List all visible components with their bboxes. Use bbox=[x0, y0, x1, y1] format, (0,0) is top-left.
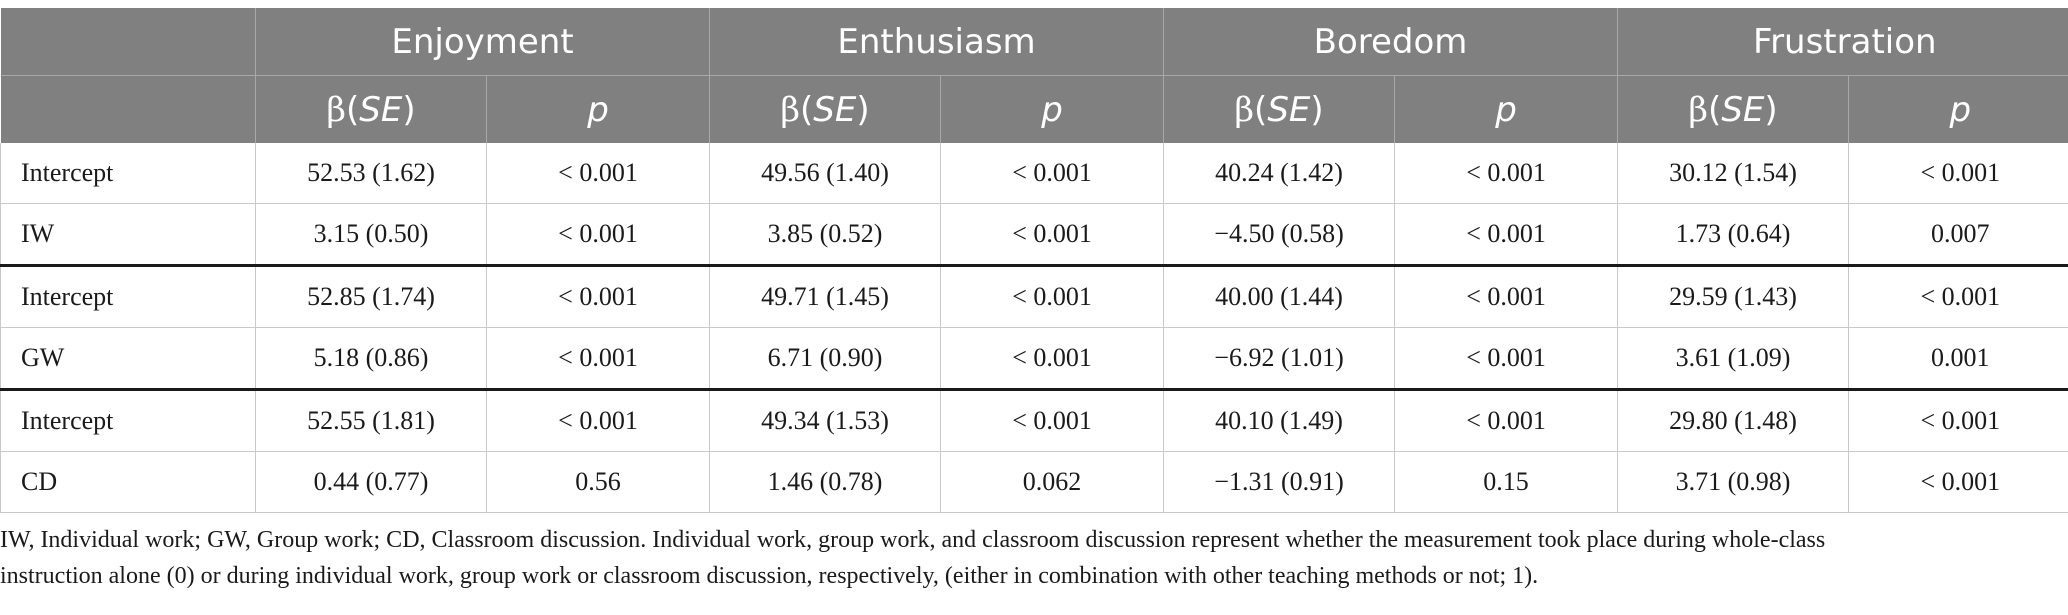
table-cell: < 0.001 bbox=[940, 203, 1164, 267]
table-cell: 3.15 (0.50) bbox=[255, 203, 487, 267]
table-cell: −1.31 (0.91) bbox=[1163, 451, 1395, 513]
p-label: p bbox=[1495, 89, 1517, 130]
table-row: CD 0.44 (0.77) 0.56 1.46 (0.78) 0.062 −1… bbox=[0, 451, 2068, 513]
beta-symbol: β bbox=[1688, 89, 1709, 130]
table-cell: 49.34 (1.53) bbox=[709, 389, 941, 452]
table-cell: < 0.001 bbox=[1848, 451, 2068, 513]
se-label: SE bbox=[813, 89, 857, 130]
table-cell: < 0.001 bbox=[940, 265, 1164, 328]
table-cell: 40.24 (1.42) bbox=[1163, 143, 1395, 204]
table-cell: < 0.001 bbox=[485, 327, 710, 391]
header-beta-se: β(SE) bbox=[255, 75, 487, 143]
table-cell: 5.18 (0.86) bbox=[255, 327, 487, 391]
row-label: CD bbox=[0, 451, 256, 513]
table-cell: −6.92 (1.01) bbox=[1163, 327, 1395, 391]
header-row-subheaders: β(SE) p β(SE) p β(SE) p β(SE) p bbox=[0, 75, 2068, 143]
header-group-frustration: Frustration bbox=[1617, 8, 2068, 76]
table-cell: 1.73 (0.64) bbox=[1617, 203, 1849, 267]
se-label: SE bbox=[359, 89, 403, 130]
table-footnote: IW, Individual work; GW, Group work; CD,… bbox=[0, 522, 2060, 594]
row-label: Intercept bbox=[0, 389, 256, 452]
table-row: Intercept 52.55 (1.81) < 0.001 49.34 (1.… bbox=[0, 389, 2068, 452]
regression-table-container: Enjoyment Enthusiasm Boredom Frustration… bbox=[0, 8, 2068, 513]
table-cell: < 0.001 bbox=[485, 389, 710, 452]
table-header: Enjoyment Enthusiasm Boredom Frustration… bbox=[0, 8, 2068, 143]
table-cell: 0.44 (0.77) bbox=[255, 451, 487, 513]
table-cell: 0.007 bbox=[1848, 203, 2068, 267]
table-cell: 29.59 (1.43) bbox=[1617, 265, 1849, 328]
footnote-line-2: instruction alone (0) or during individu… bbox=[0, 563, 1539, 589]
table-cell: 49.56 (1.40) bbox=[709, 143, 941, 204]
p-label: p bbox=[1041, 89, 1063, 130]
footnote-line-1: IW, Individual work; GW, Group work; CD,… bbox=[0, 527, 1826, 553]
se-label: SE bbox=[1267, 89, 1311, 130]
table-cell: 0.062 bbox=[940, 451, 1164, 513]
table-cell: 29.80 (1.48) bbox=[1617, 389, 1849, 452]
table-cell: 0.15 bbox=[1394, 451, 1618, 513]
table-cell: < 0.001 bbox=[1394, 389, 1618, 452]
table-cell: < 0.001 bbox=[1848, 143, 2068, 204]
table-cell: < 0.001 bbox=[1394, 203, 1618, 267]
header-p: p bbox=[1848, 75, 2068, 143]
table-cell: 1.46 (0.78) bbox=[709, 451, 941, 513]
table-row: Intercept 52.85 (1.74) < 0.001 49.71 (1.… bbox=[0, 265, 2068, 328]
p-label: p bbox=[1949, 89, 1972, 130]
se-label: SE bbox=[1721, 89, 1765, 130]
row-label: Intercept bbox=[0, 143, 256, 204]
table-row: IW 3.15 (0.50) < 0.001 3.85 (0.52) < 0.0… bbox=[0, 203, 2068, 267]
header-beta-se: β(SE) bbox=[1163, 75, 1395, 143]
table-cell: < 0.001 bbox=[485, 143, 710, 204]
table-cell: 3.85 (0.52) bbox=[709, 203, 941, 267]
table-cell: 0.56 bbox=[485, 451, 710, 513]
regression-table: Enjoyment Enthusiasm Boredom Frustration… bbox=[0, 8, 2068, 513]
table-cell: < 0.001 bbox=[940, 389, 1164, 452]
header-p: p bbox=[1394, 75, 1618, 143]
row-label: Intercept bbox=[0, 265, 256, 328]
table-cell: < 0.001 bbox=[940, 327, 1164, 391]
table-cell: 3.71 (0.98) bbox=[1617, 451, 1849, 513]
table-cell: < 0.001 bbox=[1394, 265, 1618, 328]
table-cell: 0.001 bbox=[1848, 327, 2068, 391]
table-cell: < 0.001 bbox=[940, 143, 1164, 204]
table-cell: < 0.001 bbox=[485, 203, 710, 267]
table-body: Intercept 52.53 (1.62) < 0.001 49.56 (1.… bbox=[0, 143, 2068, 513]
header-group-boredom: Boredom bbox=[1163, 8, 1618, 76]
table-cell: 52.53 (1.62) bbox=[255, 143, 487, 204]
table-cell: < 0.001 bbox=[1848, 389, 2068, 452]
table-cell: 52.55 (1.81) bbox=[255, 389, 487, 452]
header-group-enthusiasm: Enthusiasm bbox=[709, 8, 1164, 76]
header-beta-se: β(SE) bbox=[1617, 75, 1849, 143]
table-cell: 40.00 (1.44) bbox=[1163, 265, 1395, 328]
table-cell: 6.71 (0.90) bbox=[709, 327, 941, 391]
table-cell: 40.10 (1.49) bbox=[1163, 389, 1395, 452]
row-label: GW bbox=[0, 327, 256, 391]
table-cell: < 0.001 bbox=[1394, 327, 1618, 391]
table-cell: < 0.001 bbox=[1394, 143, 1618, 204]
table-row: Intercept 52.53 (1.62) < 0.001 49.56 (1.… bbox=[0, 143, 2068, 204]
table-row: GW 5.18 (0.86) < 0.001 6.71 (0.90) < 0.0… bbox=[0, 327, 2068, 391]
table-cell: 3.61 (1.09) bbox=[1617, 327, 1849, 391]
table-cell: 52.85 (1.74) bbox=[255, 265, 487, 328]
header-group-enjoyment: Enjoyment bbox=[254, 8, 710, 76]
table-cell: 49.71 (1.45) bbox=[709, 265, 941, 328]
header-beta-se: β(SE) bbox=[709, 75, 941, 143]
beta-symbol: β bbox=[326, 89, 347, 130]
header-row-groups: Enjoyment Enthusiasm Boredom Frustration bbox=[0, 8, 2068, 76]
header-corner-cell bbox=[0, 8, 256, 76]
table-cell: 30.12 (1.54) bbox=[1617, 143, 1849, 204]
table-cell: < 0.001 bbox=[1848, 265, 2068, 328]
header-p: p bbox=[940, 75, 1164, 143]
row-label: IW bbox=[0, 203, 256, 267]
table-cell: −4.50 (0.58) bbox=[1163, 203, 1395, 267]
header-p: p bbox=[485, 75, 710, 143]
header-corner-cell-sub bbox=[0, 75, 256, 143]
p-label: p bbox=[587, 89, 609, 130]
table-cell: < 0.001 bbox=[485, 265, 710, 328]
beta-symbol: β bbox=[780, 89, 801, 130]
beta-symbol: β bbox=[1234, 89, 1255, 130]
